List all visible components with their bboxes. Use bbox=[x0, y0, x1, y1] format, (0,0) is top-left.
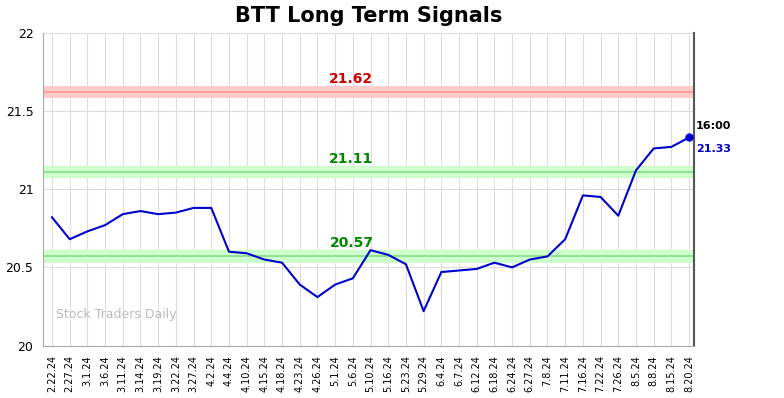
Text: 21.62: 21.62 bbox=[329, 72, 373, 86]
Text: 21.33: 21.33 bbox=[696, 144, 731, 154]
Text: 20.57: 20.57 bbox=[329, 236, 373, 250]
Title: BTT Long Term Signals: BTT Long Term Signals bbox=[235, 6, 503, 25]
Bar bbox=[43, 86, 695, 98]
Bar bbox=[43, 166, 695, 178]
Text: 16:00: 16:00 bbox=[696, 121, 731, 131]
Text: 21.11: 21.11 bbox=[329, 152, 373, 166]
Text: Stock Traders Daily: Stock Traders Daily bbox=[56, 308, 177, 320]
Bar bbox=[43, 250, 695, 263]
